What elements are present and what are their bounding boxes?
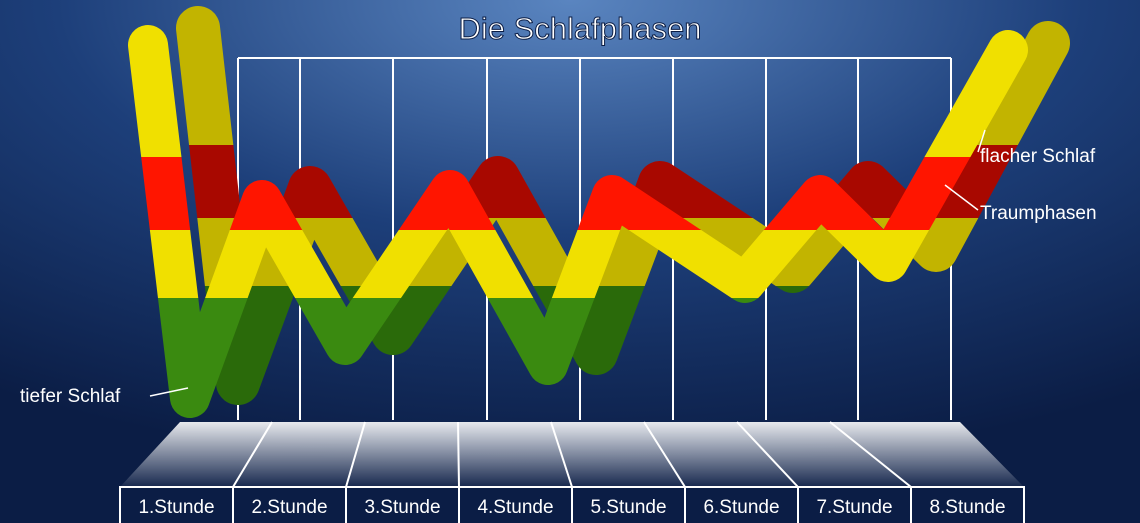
floor-grid (232, 421, 912, 488)
title: Die Schlafphasen (459, 11, 702, 46)
hour-label: 4.Stunde (477, 497, 553, 518)
leader-lines (149, 129, 986, 397)
hour-row: 1.Stunde 2.Stunde 3.Stunde 4.Stunde 5.Stunde… (119, 486, 1025, 523)
label-deep-sleep: tiefer Schlaf (20, 386, 121, 407)
label-dream-phases: Traumphasen (980, 203, 1097, 224)
hour-label: 5.Stunde (590, 497, 666, 518)
hour-label: 3.Stunde (364, 497, 440, 518)
hour-label: 6.Stunde (703, 497, 779, 518)
hour-label: 7.Stunde (816, 497, 892, 518)
floor (120, 422, 1024, 487)
hour-label: 2.Stunde (251, 497, 327, 518)
hour-label: 8.Stunde (929, 497, 1005, 518)
hour-box (910, 486, 1025, 523)
hour-label: 1.Stunde (138, 497, 214, 518)
label-light-sleep: flacher Schlaf (980, 146, 1096, 167)
sleep-ribbon (128, 6, 1070, 418)
